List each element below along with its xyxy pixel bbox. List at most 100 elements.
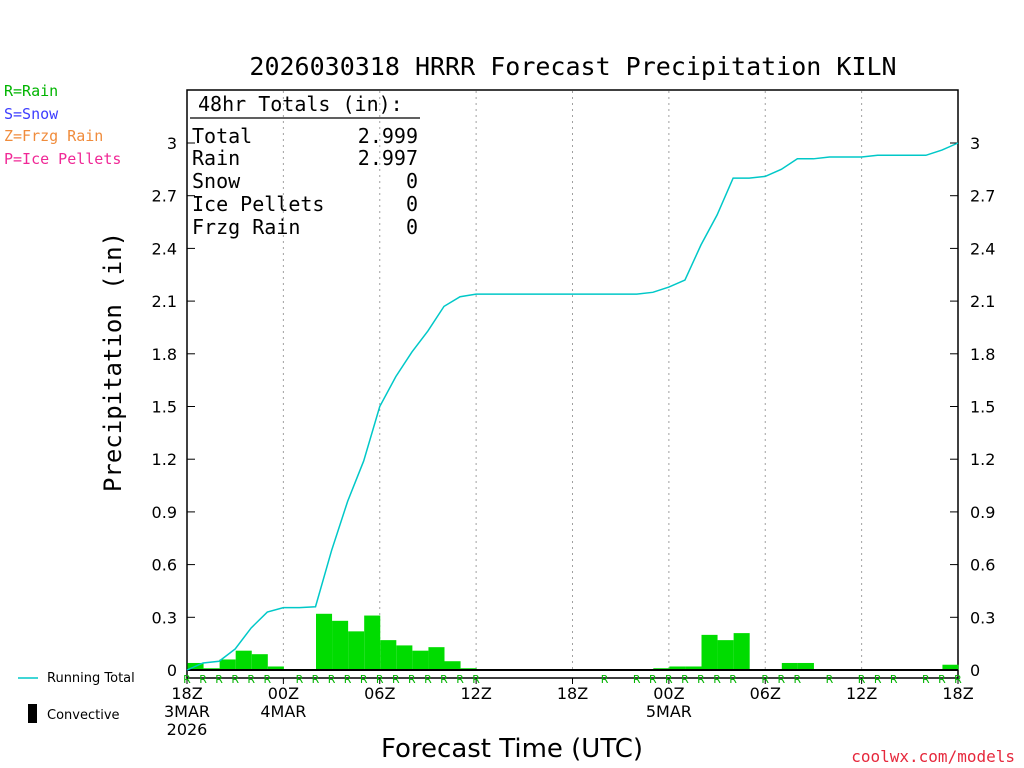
y-tick-label-left: 3	[167, 134, 177, 153]
precip-bar	[781, 662, 798, 670]
precip-bar	[219, 659, 236, 670]
y-tick-label-right: 0	[970, 661, 980, 680]
precip-bar	[701, 634, 718, 670]
x-tick-label: 12Z	[846, 684, 877, 703]
precip-type-marker: R	[890, 673, 898, 686]
precip-type-marker: R	[858, 673, 866, 686]
precip-type-marker: R	[874, 673, 882, 686]
totals-label-rain: Rain	[192, 146, 240, 170]
precip-bar	[316, 613, 333, 670]
precip-type-marker: R	[665, 673, 673, 686]
x-tick-label: 2026	[167, 720, 208, 739]
precip-type-marker: R	[376, 673, 384, 686]
precip-type-marker: R	[296, 673, 304, 686]
y-tick-label-right: 0.3	[970, 608, 995, 627]
precip-type-marker: R	[954, 673, 962, 686]
precip-bar	[267, 666, 284, 670]
precip-type-marker: R	[938, 673, 946, 686]
totals-label-total: Total	[192, 124, 252, 148]
totals-value-frzg-rain: 0	[406, 215, 418, 239]
precip-bar	[235, 650, 252, 670]
hourly-precip-bars	[187, 613, 959, 670]
y-tick-label-left: 0.3	[152, 608, 177, 627]
convective-legend-label: Convective	[47, 708, 120, 723]
x-axis-label: Forecast Time (UTC)	[381, 734, 643, 764]
totals-value-total: 2.999	[358, 124, 418, 148]
precip-type-marker: R	[312, 673, 320, 686]
precip-type-marker: R	[231, 673, 239, 686]
totals-label-frzg-rain: Frzg Rain	[192, 215, 300, 239]
y-tick-label-right: 3	[970, 134, 980, 153]
running-total-line	[186, 142, 959, 671]
precip-type-marker: R	[183, 673, 191, 686]
y-tick-label-left: 1.2	[152, 450, 177, 469]
precip-type-marker: R	[263, 673, 271, 686]
x-tick-label: 4MAR	[260, 702, 306, 721]
precip-type-marker: R	[794, 673, 802, 686]
precip-type-marker: R	[697, 673, 705, 686]
type-legend: R=Rain S=Snow Z=Frzg Rain P=Ice Pellets	[4, 82, 121, 168]
x-tick-label: 12Z	[460, 684, 491, 703]
x-tick-label: 00Z	[653, 684, 684, 703]
precip-type-marker: R	[247, 673, 255, 686]
precip-type-marker: R	[424, 673, 432, 686]
precip-type-marker: R	[392, 673, 400, 686]
precip-type-marker: R	[922, 673, 930, 686]
y-tick-label-left: 2.7	[152, 187, 177, 206]
precip-type-marker: R	[328, 673, 336, 686]
legend-ice-pellets: P=Ice Pellets	[4, 150, 121, 168]
precip-type-marker: R	[713, 673, 721, 686]
y-tick-label-right: 1.2	[970, 450, 995, 469]
x-tick-label: 06Z	[364, 684, 395, 703]
precip-bar	[669, 666, 686, 670]
y-tick-label-right: 1.5	[970, 398, 995, 417]
y-tick-label-left: 0.9	[152, 503, 177, 522]
precip-bar	[733, 633, 750, 670]
legend-snow: S=Snow	[4, 105, 59, 123]
precip-bar	[364, 615, 381, 670]
precip-type-marker: R	[199, 673, 207, 686]
series-legend: Running Total Convective	[18, 671, 135, 723]
y-tick-label-left: 2.4	[152, 239, 177, 258]
precip-bar	[251, 654, 268, 670]
y-tick-label-left: 1.8	[152, 345, 177, 364]
credit-text: coolwx.com/models	[851, 747, 1015, 766]
y-tick-label-right: 2.7	[970, 187, 995, 206]
precip-type-marker: R	[761, 673, 769, 686]
chart-title: 2026030318 HRRR Forecast Precipitation K…	[249, 52, 896, 81]
x-tick-label: 3MAR	[164, 702, 210, 721]
precip-bar	[380, 640, 397, 670]
x-tick-label: 18Z	[557, 684, 588, 703]
legend-frzg-rain: Z=Frzg Rain	[4, 127, 103, 145]
x-tick-label: 5MAR	[646, 702, 692, 721]
precip-type-marker: R	[649, 673, 657, 686]
legend-rain: R=Rain	[4, 82, 58, 100]
precip-bar	[348, 631, 365, 670]
totals-heading: 48hr Totals (in):	[198, 92, 403, 116]
precip-bar	[717, 640, 734, 670]
totals-label-snow: Snow	[192, 169, 241, 193]
precip-bar	[428, 647, 445, 670]
precip-type-marker: R	[777, 673, 785, 686]
precip-type-marker: R	[440, 673, 448, 686]
totals-value-ice-pellets: 0	[406, 192, 418, 216]
x-tick-label: 18Z	[171, 684, 202, 703]
y-tick-label-right: 2.1	[970, 292, 995, 311]
totals-label-ice-pellets: Ice Pellets	[192, 192, 324, 216]
precip-type-marker: R	[360, 673, 368, 686]
running-total-legend-label: Running Total	[47, 671, 135, 686]
totals-value-snow: 0	[406, 169, 418, 193]
x-tick-label: 00Z	[268, 684, 299, 703]
y-tick-label-left: 1.5	[152, 398, 177, 417]
totals-box: 48hr Totals (in): Total 2.999 Rain 2.997…	[190, 92, 420, 239]
y-ticks-right: 0 0.3 0.6 0.9 1.2 1.5 1.8 2.1 2.4 2.7 3	[950, 134, 995, 680]
y-tick-label-left: 0	[167, 661, 177, 680]
precip-type-marker: R	[408, 673, 416, 686]
precip-bar	[444, 661, 461, 670]
vertical-gridlines	[282, 91, 863, 669]
precip-type-marker: R	[681, 673, 689, 686]
convective-legend-swatch	[28, 704, 37, 723]
precip-type-marker: R	[344, 673, 352, 686]
